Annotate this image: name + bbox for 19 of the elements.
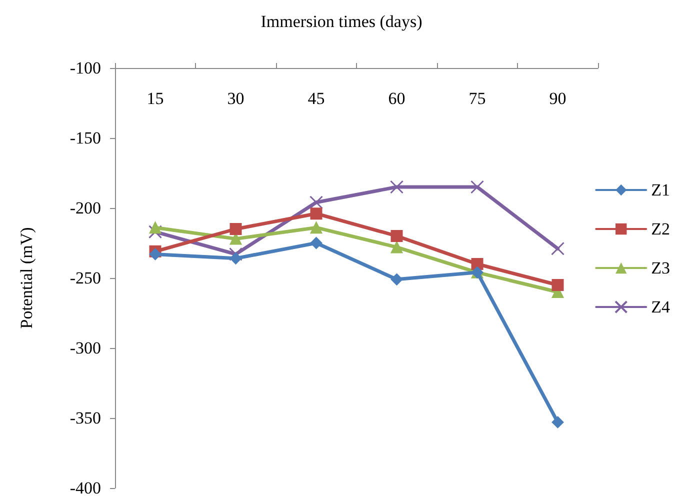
y-tick-label: -250 [70, 268, 101, 288]
x-tick-label: 15 [146, 89, 164, 108]
legend-label: Z2 [651, 220, 670, 238]
legend-label: Z4 [651, 298, 670, 316]
legend-label: Z1 [651, 180, 670, 200]
y-tick-label: -150 [70, 128, 101, 148]
legend-label: Z3 [651, 258, 670, 278]
y-tick-label: -100 [70, 58, 101, 78]
y-tick-label: -300 [70, 338, 101, 358]
x-tick-label: 90 [549, 89, 566, 108]
y-axis-title: Potential (mV) [17, 227, 36, 329]
x-tick-label: 75 [468, 89, 486, 108]
x-tick-label: 60 [388, 89, 406, 108]
y-tick-label: -350 [70, 408, 101, 428]
y-tick-label: -200 [70, 198, 101, 218]
y-tick-label: -400 [70, 478, 101, 497]
x-tick-label: 45 [308, 89, 325, 108]
x-tick-label: 30 [227, 89, 244, 108]
x-axis-title: Immersion times (days) [260, 12, 422, 31]
